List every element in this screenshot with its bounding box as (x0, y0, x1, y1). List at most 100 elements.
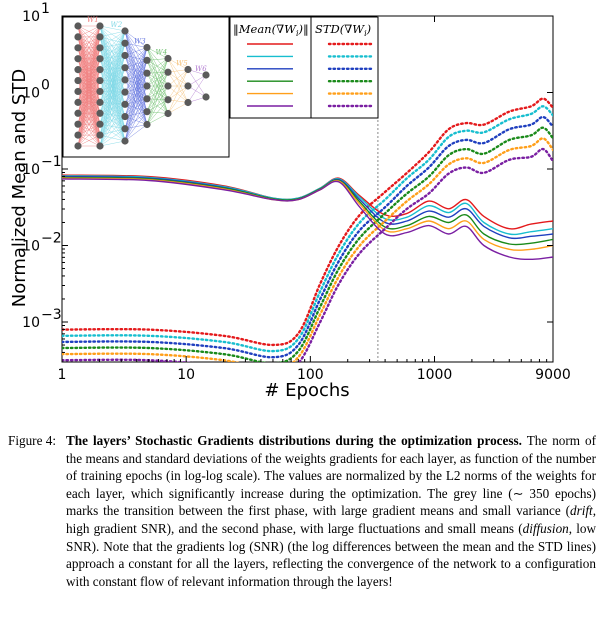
inset-edge (146, 47, 169, 73)
caption-drift: drift (569, 503, 593, 519)
inset-edge (167, 85, 189, 114)
inset-edge (99, 104, 126, 147)
inset-edge (99, 134, 126, 142)
inset-edge (146, 60, 169, 114)
std-line-layer-3 (62, 115, 553, 359)
inset-edge (99, 80, 126, 117)
inset-node (143, 95, 151, 103)
inset-edge (146, 85, 169, 125)
inset-edge (99, 104, 126, 114)
inset-node (143, 69, 151, 77)
inset-edge (99, 92, 126, 147)
inset-node (121, 100, 129, 108)
inset-edge (77, 25, 101, 147)
inset-edge (99, 43, 126, 147)
inset-edge (146, 47, 169, 100)
inset-edge (99, 30, 126, 92)
inset-node (74, 98, 82, 106)
x-tick-label: 9000 (535, 367, 571, 383)
inset-edge (124, 47, 148, 93)
inset-node (96, 76, 104, 85)
inset-edge (146, 58, 169, 112)
mean-line-layer-6 (62, 178, 553, 261)
inset-edge (187, 69, 207, 98)
inset-node (184, 82, 192, 90)
inset-edge (99, 47, 126, 68)
inset-layer-label: W4 (156, 49, 168, 57)
inset-node (74, 33, 82, 41)
inset-layer-label: W2 (111, 21, 123, 29)
inset-edge (146, 60, 169, 100)
inset-edge (77, 25, 101, 136)
inset-edge (146, 58, 169, 99)
inset-edge (167, 102, 189, 114)
inset-edge (99, 123, 126, 130)
inset-edge (77, 91, 101, 147)
inset-edge (99, 69, 126, 129)
caption-label: Figure 4: (8, 433, 56, 448)
inset-node (121, 88, 129, 96)
inset-node (74, 109, 82, 117)
inset-edge (99, 30, 126, 38)
inset-edge (99, 58, 126, 93)
y-tick-exponent: 1 (41, 1, 50, 17)
inset-edge (167, 58, 189, 103)
inset-edge (124, 73, 148, 142)
inset-edge (99, 102, 126, 105)
inset-edge (124, 47, 148, 129)
inset-edge (77, 102, 101, 147)
std-line-layer-4 (62, 126, 553, 362)
legend-header-mean-end: )‖ (298, 22, 309, 37)
inset-edge (99, 69, 126, 81)
inset-node (121, 125, 129, 133)
inset-edge (99, 80, 126, 105)
inset-edge (167, 72, 189, 87)
inset-edge (99, 30, 126, 81)
inset-edge (99, 36, 126, 81)
inset-edge (187, 74, 207, 103)
inset-edge (99, 55, 126, 147)
inset-node (164, 68, 172, 76)
caption-text-2: , high gradient SNR), and the second pha… (66, 503, 596, 536)
inset-edge (99, 67, 126, 103)
inset-edge (167, 85, 189, 100)
inset-edge (99, 91, 126, 129)
inset-edge (77, 25, 101, 125)
network-inset: W1 W2 W3 W4 W5 W6 (62, 16, 230, 158)
inset-edge (99, 116, 126, 125)
inset-edge (99, 30, 126, 59)
inset-edge (77, 58, 101, 147)
inset-edge (99, 30, 126, 147)
inset-edge (99, 58, 126, 81)
inset-edge (99, 102, 126, 129)
inset-node (202, 93, 210, 101)
y-tick-exponent: −2 (41, 230, 62, 246)
inset-edge (99, 36, 126, 93)
caption-diffusion: diffusion (522, 520, 569, 536)
inset-edge (146, 72, 169, 125)
inset-edge (167, 72, 189, 103)
inset-layer-label: W6 (195, 65, 207, 73)
inset-edge (124, 85, 148, 142)
inset-edge (124, 47, 148, 117)
inset-edge (77, 25, 101, 59)
std-line-layer-2 (62, 105, 553, 353)
y-tick-label: 10 (22, 162, 40, 178)
inset-node (96, 109, 104, 117)
inset-edge (146, 58, 169, 125)
std-line-layer-1 (62, 97, 553, 347)
legend-header-mean-sub: i (296, 29, 299, 38)
inset-edge (124, 42, 148, 48)
inset-node (96, 87, 104, 96)
inset-node (96, 120, 104, 128)
inset-node (74, 120, 82, 128)
inset-edge (77, 134, 101, 147)
legend-header-std-sub: i (364, 29, 367, 38)
inset-edge (99, 91, 126, 93)
inset-layer-label: W1 (87, 16, 99, 24)
inset-edge (99, 67, 126, 147)
inset-edge (124, 111, 148, 142)
inset-edge (77, 124, 101, 147)
